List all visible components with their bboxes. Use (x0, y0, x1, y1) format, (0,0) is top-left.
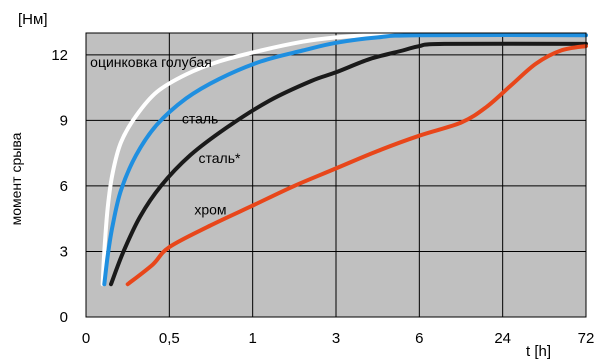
series-line-0 (100, 32, 588, 287)
y-axis-title: момент срыва (8, 132, 24, 225)
x-tick-label: 6 (415, 330, 423, 347)
x-tick-label: 0,5 (159, 330, 180, 347)
y-tick-label: 0 (60, 309, 68, 326)
series-label-2: сталь* (199, 150, 242, 166)
x-tick-label: 72 (578, 330, 595, 347)
x-tick-label: 24 (494, 330, 511, 347)
axes: 0 3 6 9 12 0 0,5 1 3 6 24 72 [Нм] t [h] момент срыва (8, 11, 594, 360)
y-tick-label: 9 (60, 112, 68, 129)
y-tick-label: 3 (60, 243, 68, 260)
series-line-3 (125, 44, 588, 287)
series-labels: оцинковка голубая сталь сталь* хром (90, 54, 241, 217)
series-label-3: хром (194, 201, 226, 217)
x-axis-label: t [h] (526, 343, 551, 360)
series-label-0: оцинковка голубая (90, 54, 212, 70)
plot-frame (85, 32, 587, 318)
y-tick-label: 12 (51, 47, 68, 64)
y-unit-label: [Нм] (18, 11, 47, 28)
series-label-1: сталь (182, 111, 219, 127)
x-tick-label: 0 (82, 330, 90, 347)
y-tick-label: 6 (60, 178, 68, 195)
x-tick-label: 1 (248, 330, 256, 347)
grid (86, 33, 586, 317)
series-line-2 (109, 41, 588, 287)
series-line-1 (102, 33, 588, 287)
series-lines (100, 32, 588, 287)
x-tick-label: 3 (332, 330, 340, 347)
